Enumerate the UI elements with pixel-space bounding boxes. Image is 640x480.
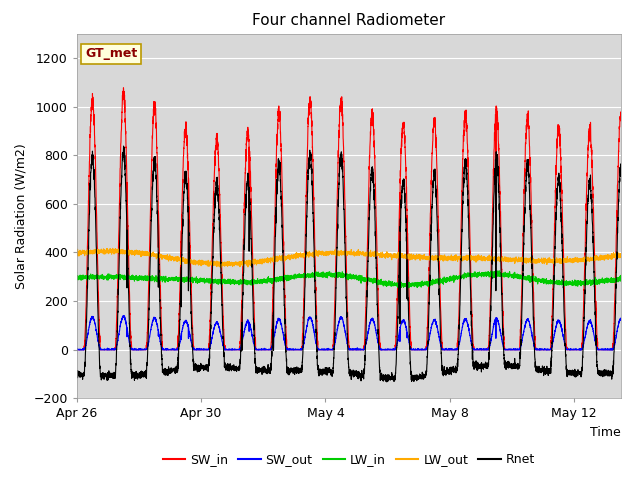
Title: Four channel Radiometer: Four channel Radiometer [252,13,445,28]
Legend: SW_in, SW_out, LW_in, LW_out, Rnet: SW_in, SW_out, LW_in, LW_out, Rnet [157,448,540,471]
Text: GT_met: GT_met [85,48,137,60]
X-axis label: Time: Time [590,426,621,439]
Y-axis label: Solar Radiation (W/m2): Solar Radiation (W/m2) [15,143,28,289]
